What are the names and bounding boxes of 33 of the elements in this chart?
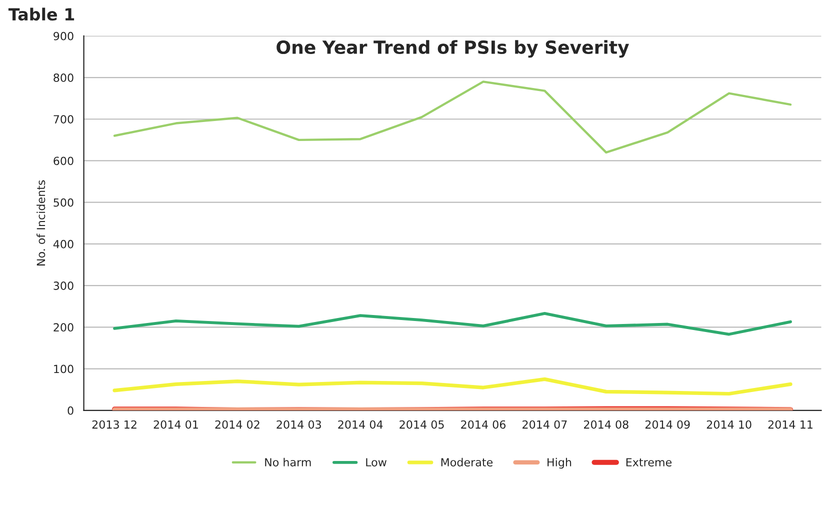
y-tick-label: 500 — [54, 198, 74, 207]
y-tick-label: 200 — [54, 323, 74, 332]
x-tick-label: 2014 10 — [706, 420, 752, 429]
y-tick-label: 400 — [53, 240, 74, 248]
x-tick-label: 2014 04 — [338, 420, 383, 429]
line-series — [112, 377, 792, 396]
caption: Table 1 — [8, 8, 74, 21]
x-tick-label: 2014 02 — [215, 420, 260, 429]
x-tick-label: 2014 01 — [154, 420, 198, 429]
x-tick-label: 2014 03 — [276, 420, 321, 429]
y-tick-label: 100 — [54, 364, 74, 374]
legend-label: No harm — [265, 458, 311, 466]
x-tick-label: 2014 07 — [522, 420, 567, 429]
legend-label: High — [548, 458, 572, 469]
y-axis-title: No. of Incidents — [36, 180, 46, 266]
y-tick-label: 900 — [54, 32, 74, 40]
x-tick-label: 2014 05 — [400, 420, 444, 429]
chart-title: One Year Trend of PSIs by Severity — [276, 40, 629, 58]
legend-label: Extreme — [626, 458, 672, 466]
y-tick-label: 0 — [68, 406, 74, 415]
y-tick-label: 300 — [54, 282, 74, 290]
x-tick-label: 2013 12 — [92, 420, 136, 429]
x-tick-label: 2014 06 — [461, 420, 506, 429]
legend-label: Moderate — [441, 458, 493, 466]
line-series — [113, 312, 792, 336]
legend-label: Low — [366, 458, 386, 466]
x-tick-label: 2014 08 — [584, 420, 628, 429]
x-tick-label: 2014 11 — [768, 420, 812, 429]
y-tick-label: 700 — [54, 115, 74, 124]
y-tick-label: 600 — [54, 156, 74, 166]
line-series — [113, 80, 792, 154]
y-tick-label: 800 — [54, 73, 74, 82]
x-tick-label: 2014 09 — [645, 420, 690, 429]
